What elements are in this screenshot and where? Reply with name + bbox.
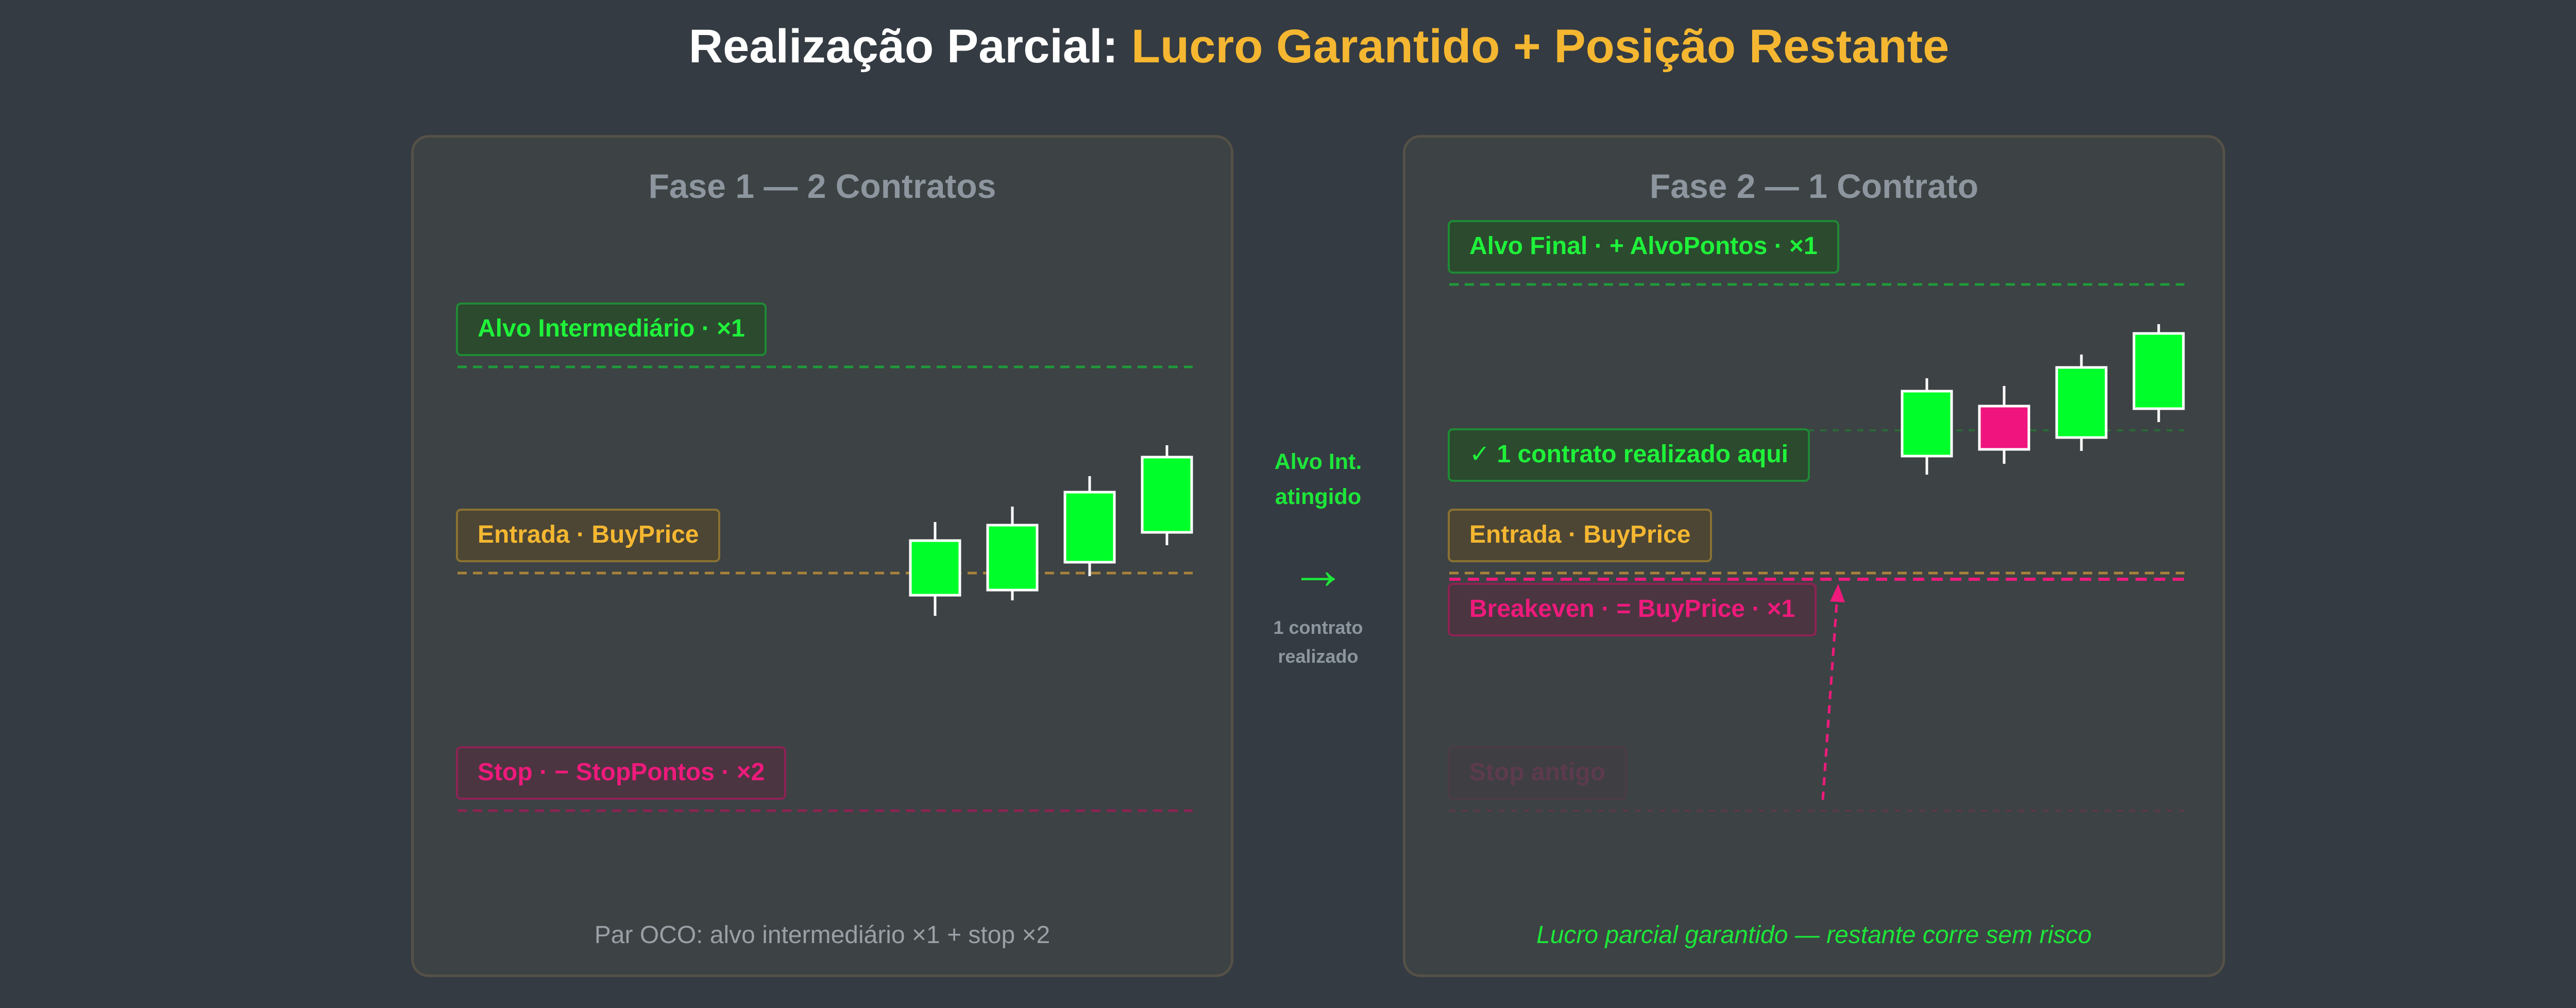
phase1-footer: Par OCO: alvo intermediário ×1 + stop ×2 xyxy=(594,921,1050,949)
phase2-footer: Lucro parcial garantido — restante corre… xyxy=(1536,921,2092,949)
phase2-final-target-tag: Alvo Final · + AlvoPontos · ×1 xyxy=(1448,220,1839,274)
phase1-panel: Fase 1 — 2 Contratos Alvo Intermed xyxy=(411,135,1233,977)
phase1-stop-tag: Stop · − StopPontos · ×2 xyxy=(456,746,787,800)
phase1-title: Fase 1 — 2 Contratos xyxy=(648,167,996,205)
phase2-entry-tag: Entrada · BuyPrice xyxy=(1448,509,1713,562)
phase1-candle-4 xyxy=(1141,445,1193,545)
phase1-candle-1 xyxy=(909,522,961,616)
stop-move-arrow-icon xyxy=(1821,584,1845,800)
phase2-breakeven-tag: Breakeven · = BuyPrice · ×1 xyxy=(1448,583,1817,636)
phase2-candle-4 xyxy=(2132,324,2185,422)
phase1-entry-tag: Entrada · BuyPrice xyxy=(456,509,721,562)
phase1-candle-3 xyxy=(1063,476,1116,576)
title-prefix: Realização Parcial: xyxy=(688,20,1131,73)
title-accent: Lucro Garantido + Posição Restante xyxy=(1131,20,1950,73)
phase2-realized-tag: ✓ 1 contrato realizado aqui xyxy=(1448,428,1810,482)
page-title: Realização Parcial: Lucro Garantido + Po… xyxy=(0,20,2576,74)
transition-note: 1 contrato realizado xyxy=(1233,613,1403,671)
transition-label: Alvo Int. atingido xyxy=(1233,444,1403,514)
phase2-title: Fase 2 — 1 Contrato xyxy=(1649,167,1979,205)
phase2-candle-2 xyxy=(1978,386,2030,464)
phase2-chart xyxy=(1449,283,2185,812)
phase2-old-stop-tag: Stop antigo xyxy=(1448,746,1627,800)
phase1-target-tag: Alvo Intermediário · ×1 xyxy=(456,303,767,356)
transition-label-line2: atingido xyxy=(1275,484,1362,509)
phase2-candle-1 xyxy=(1901,378,1953,475)
phase2-panel: Fase 2 — 1 Contrato xyxy=(1403,135,2225,977)
phase2-candle-3 xyxy=(2055,355,2108,451)
phase1-candle-2 xyxy=(986,507,1039,600)
transition-label-line1: Alvo Int. xyxy=(1274,449,1362,474)
transition-note-line2: realizado xyxy=(1278,646,1359,667)
phase1-chart xyxy=(457,365,1193,812)
transition-note-line1: 1 contrato xyxy=(1273,617,1363,638)
right-arrow-icon: → xyxy=(1290,537,1347,601)
